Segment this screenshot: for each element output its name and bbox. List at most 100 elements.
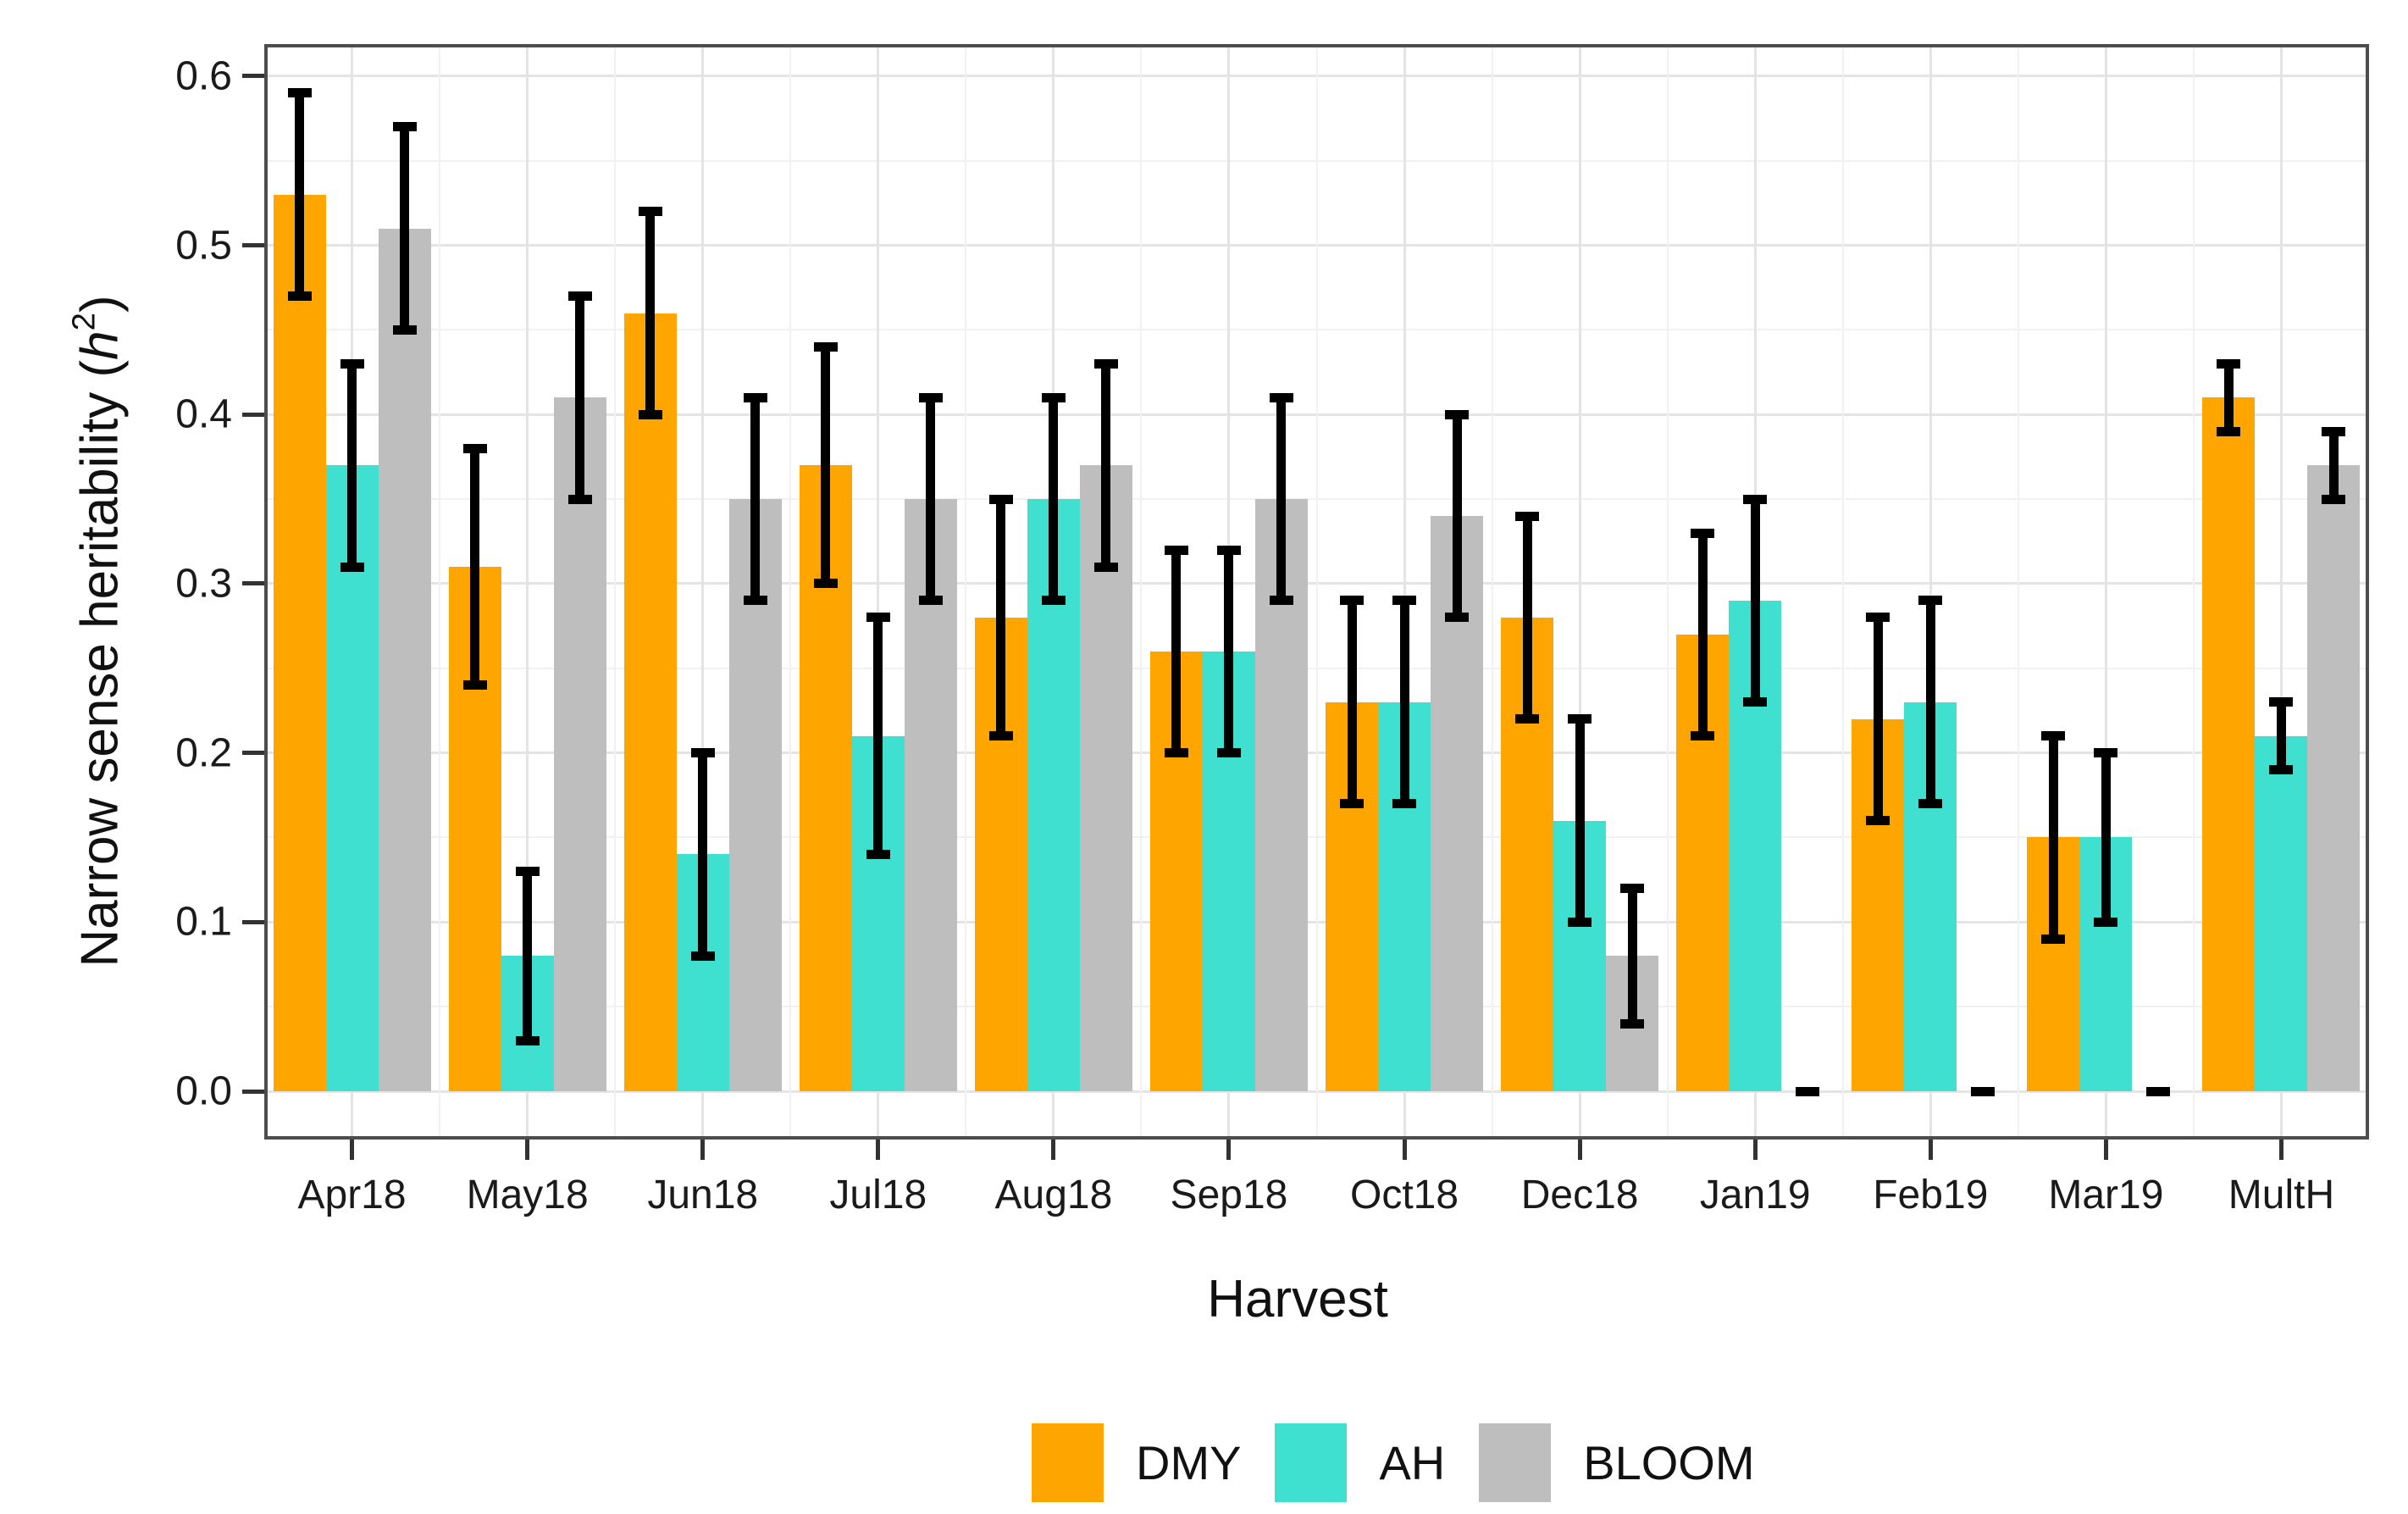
x-tick-mar19 (2103, 1140, 2108, 1160)
y-tick-0.4 (242, 412, 264, 417)
errorbar-dmy-jul18-cap-low (813, 579, 838, 589)
gridline-v-minor-9 (1841, 44, 1844, 1140)
gridline-v-major-3 (877, 44, 880, 1140)
errorbar-dmy-mar19-cap-low (2041, 934, 2066, 944)
y-tick-0.2 (242, 751, 264, 756)
errorbar-ah-multh-cap-high (2269, 697, 2294, 707)
errorbar-dmy-jan19-cap-low (1691, 731, 1715, 741)
errorbar-dmy-oct18-cap-low (1340, 799, 1365, 809)
errorbar-dmy-mar19-stem (2048, 735, 2058, 940)
errorbar-ah-feb19-cap-high (1918, 596, 1943, 606)
x-tick-label-oct18: Oct18 (1350, 1173, 1459, 1217)
errorbar-dmy-mar19-cap-high (2041, 731, 2066, 741)
errorbar-dmy-jul18-stem (821, 347, 831, 584)
x-axis-title: Harvest (1207, 1270, 1388, 1328)
x-tick-label-mar19: Mar19 (2048, 1173, 2164, 1217)
gridline-v-major-11 (2279, 44, 2283, 1140)
x-tick-jun18 (700, 1140, 706, 1160)
y-tick-label-0.4: 0.4 (175, 391, 232, 437)
errorbar-ah-jun18-cap-high (690, 748, 715, 758)
errorbar-bloom-jun18-cap-high (743, 392, 767, 402)
errorbar-bloom-sep18-cap-high (1269, 392, 1293, 402)
errorbar-dmy-multh-stem (2223, 363, 2234, 432)
x-tick-label-aug18: Aug18 (994, 1173, 1113, 1217)
errorbar-bloom-may18-cap-high (567, 291, 592, 302)
y-tick-label-0.5: 0.5 (175, 223, 232, 269)
gridline-v-minor-6 (1315, 44, 1318, 1140)
errorbar-bloom-feb19-cap-high (1971, 1086, 1996, 1096)
errorbar-dmy-aug18-stem (996, 499, 1006, 736)
bar-bloom-may18 (553, 397, 606, 1091)
errorbar-dmy-jun18-stem (645, 211, 656, 415)
x-tick-label-dec18: Dec18 (1520, 1173, 1639, 1217)
legend-swatch-bloom (1479, 1423, 1552, 1502)
x-tick-jul18 (876, 1140, 881, 1160)
gridline-v-minor-4 (965, 44, 967, 1140)
gridline-v-major-6 (1403, 44, 1406, 1140)
errorbar-dmy-apr18-cap-low (287, 291, 312, 302)
y-axis-title-variable: h (70, 330, 130, 360)
legend-swatch-dmy (1032, 1423, 1104, 1502)
plot-panel (264, 44, 2369, 1140)
y-tick-0.6 (242, 74, 264, 79)
gridline-v-minor-11 (2192, 44, 2195, 1140)
errorbar-bloom-dec18-cap-high (1620, 883, 1645, 893)
x-tick-may18 (525, 1140, 530, 1160)
errorbar-ah-may18-cap-high (515, 866, 540, 876)
errorbar-bloom-apr18-stem (400, 126, 410, 330)
x-tick-sep18 (1226, 1140, 1232, 1160)
x-tick-oct18 (1402, 1140, 1407, 1160)
gridline-v-major-1 (526, 44, 529, 1140)
errorbar-bloom-sep18-stem (1276, 397, 1287, 601)
x-tick-feb19 (1928, 1140, 1933, 1160)
errorbar-bloom-aug18-cap-low (1093, 562, 1118, 572)
legend-label-dmy: DMY (1136, 1436, 1242, 1489)
errorbar-ah-jul18-cap-high (866, 613, 890, 623)
errorbar-ah-apr18-stem (347, 363, 357, 567)
gridline-v-major-9 (1929, 44, 1932, 1140)
y-tick-label-0.2: 0.2 (175, 730, 232, 776)
errorbar-bloom-may18-stem (575, 296, 585, 500)
bar-dmy-jun18 (623, 313, 677, 1091)
y-tick-0.0 (242, 1089, 264, 1094)
errorbar-dmy-multh-cap-low (2217, 426, 2241, 436)
errorbar-dmy-sep18-stem (1171, 550, 1182, 753)
errorbar-ah-multh-stem (2276, 702, 2286, 770)
y-tick-label-0.3: 0.3 (175, 561, 232, 607)
errorbar-dmy-jan19-stem (1697, 533, 1708, 736)
y-tick-0.3 (242, 581, 264, 586)
errorbar-ah-dec18-cap-low (1568, 917, 1592, 927)
errorbar-ah-oct18-cap-high (1392, 596, 1417, 606)
errorbar-ah-jul18-cap-low (866, 849, 890, 859)
legend-label-bloom: BLOOM (1583, 1436, 1755, 1489)
errorbar-dmy-may18-stem (470, 448, 480, 685)
legend: DMY AH BLOOM (1032, 1423, 1755, 1502)
errorbar-ah-aug18-cap-high (1041, 392, 1066, 402)
errorbar-bloom-oct18-cap-low (1445, 613, 1470, 623)
errorbar-dmy-dec18-cap-high (1515, 511, 1540, 521)
x-tick-jan19 (1752, 1140, 1758, 1160)
errorbar-bloom-may18-cap-low (567, 494, 592, 504)
errorbar-bloom-dec18-stem (1627, 888, 1637, 1024)
errorbar-ah-jul18-stem (873, 617, 883, 855)
y-axis-title: Narrow sense heritability (h2) (65, 295, 130, 967)
errorbar-ah-aug18-cap-low (1041, 596, 1066, 606)
x-tick-label-multh: MultH (2228, 1173, 2335, 1217)
errorbar-dmy-feb19-cap-high (1866, 613, 1890, 623)
errorbar-ah-feb19-cap-low (1918, 799, 1943, 809)
errorbar-ah-jun18-cap-low (690, 951, 715, 961)
gridline-v-minor-8 (1666, 44, 1669, 1140)
legend-item-dmy: DMY (1032, 1423, 1241, 1502)
gridline-v-major-7 (1578, 44, 1581, 1140)
errorbar-bloom-oct18-cap-high (1445, 409, 1470, 419)
x-tick-aug18 (1051, 1140, 1056, 1160)
y-tick-label-0.1: 0.1 (175, 899, 232, 945)
x-tick-dec18 (1577, 1140, 1582, 1160)
errorbar-ah-mar19-cap-high (2094, 748, 2118, 758)
errorbar-dmy-feb19-cap-low (1866, 816, 1890, 826)
errorbar-dmy-dec18-stem (1522, 516, 1532, 719)
y-tick-label-0.6: 0.6 (175, 53, 232, 99)
errorbar-bloom-jun18-stem (750, 397, 761, 601)
gridline-v-minor-7 (1491, 44, 1493, 1140)
